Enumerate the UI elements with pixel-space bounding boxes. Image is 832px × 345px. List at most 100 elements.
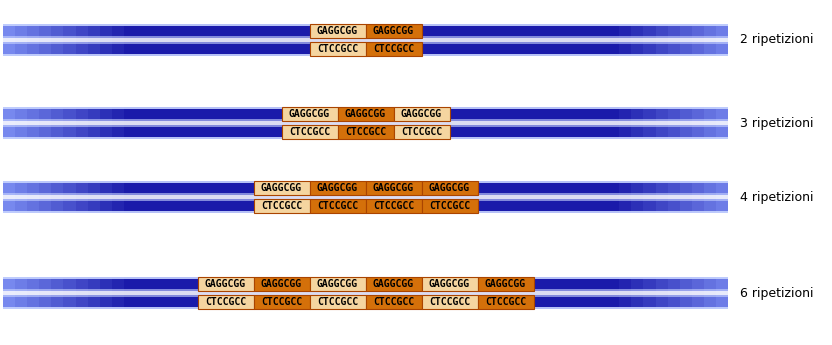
Text: GAGGCGG: GAGGCGG <box>429 183 470 193</box>
Bar <box>631 181 643 213</box>
Bar <box>148 181 160 213</box>
Bar <box>305 107 317 139</box>
Bar <box>269 24 281 56</box>
Bar <box>522 107 535 139</box>
Bar <box>100 24 111 56</box>
Bar <box>643 277 656 309</box>
Bar <box>487 181 498 213</box>
Bar <box>607 24 619 56</box>
Bar <box>656 277 667 309</box>
Bar <box>3 42 728 44</box>
Bar <box>691 107 704 139</box>
Bar <box>257 277 269 309</box>
Text: GAGGCGG: GAGGCGG <box>429 279 470 289</box>
Bar <box>426 181 438 213</box>
Bar <box>76 277 87 309</box>
Bar <box>474 277 487 309</box>
Bar <box>511 24 522 56</box>
Bar <box>148 277 160 309</box>
Bar <box>414 24 426 56</box>
Bar <box>607 181 619 213</box>
Text: GAGGCGG: GAGGCGG <box>317 183 358 193</box>
Bar <box>281 125 338 139</box>
Bar <box>341 24 354 56</box>
Bar <box>462 181 474 213</box>
Bar <box>15 277 27 309</box>
Bar <box>450 181 462 213</box>
Bar <box>209 181 220 213</box>
Bar <box>547 181 559 213</box>
Text: CTCCGCC: CTCCGCC <box>373 297 414 307</box>
Bar <box>196 181 209 213</box>
Bar <box>547 107 559 139</box>
Bar <box>478 295 533 309</box>
Text: GAGGCGG: GAGGCGG <box>373 183 414 193</box>
Bar <box>39 107 52 139</box>
Bar <box>522 181 535 213</box>
Bar <box>293 181 305 213</box>
Bar <box>547 277 559 309</box>
Bar <box>329 24 341 56</box>
Bar <box>63 181 76 213</box>
Bar <box>354 107 365 139</box>
Bar <box>160 277 172 309</box>
Bar <box>378 181 389 213</box>
Bar <box>3 38 728 42</box>
Bar <box>680 107 691 139</box>
Bar <box>76 107 87 139</box>
Bar <box>245 277 257 309</box>
Bar <box>196 24 209 56</box>
Bar <box>498 181 511 213</box>
Bar <box>257 181 269 213</box>
Bar <box>583 107 595 139</box>
Bar <box>365 181 378 213</box>
Bar <box>293 24 305 56</box>
Bar <box>3 295 728 297</box>
Bar <box>257 107 269 139</box>
Bar <box>595 181 607 213</box>
Bar <box>341 277 354 309</box>
Bar <box>378 24 389 56</box>
Text: GAGGCGG: GAGGCGG <box>401 109 442 119</box>
Bar <box>233 24 245 56</box>
Bar <box>656 107 667 139</box>
Bar <box>245 107 257 139</box>
Bar <box>583 277 595 309</box>
Bar <box>402 107 414 139</box>
Bar <box>15 107 27 139</box>
Bar <box>52 181 63 213</box>
Bar <box>487 107 498 139</box>
Bar <box>450 107 462 139</box>
Bar <box>365 24 422 38</box>
Bar <box>474 107 487 139</box>
Bar <box>76 24 87 56</box>
Bar <box>310 295 365 309</box>
Bar <box>3 277 15 309</box>
Bar <box>305 181 317 213</box>
Bar <box>365 24 378 56</box>
Bar <box>245 181 257 213</box>
Text: CTCCGCC: CTCCGCC <box>289 127 330 137</box>
Bar <box>667 24 680 56</box>
Bar <box>571 181 583 213</box>
Bar <box>716 107 728 139</box>
Bar <box>87 277 100 309</box>
Text: CTCCGCC: CTCCGCC <box>373 44 414 54</box>
Bar <box>233 277 245 309</box>
Bar <box>172 107 184 139</box>
Bar <box>3 125 728 127</box>
Bar <box>310 181 365 195</box>
Bar <box>426 24 438 56</box>
Bar <box>631 277 643 309</box>
Bar <box>394 125 449 139</box>
Text: CTCCGCC: CTCCGCC <box>429 297 470 307</box>
Bar <box>341 107 354 139</box>
Bar <box>172 277 184 309</box>
Bar <box>220 24 233 56</box>
Bar <box>378 107 389 139</box>
Text: CTCCGCC: CTCCGCC <box>373 201 414 211</box>
Bar <box>220 107 233 139</box>
Bar <box>209 277 220 309</box>
Bar <box>27 181 39 213</box>
Bar <box>422 295 478 309</box>
